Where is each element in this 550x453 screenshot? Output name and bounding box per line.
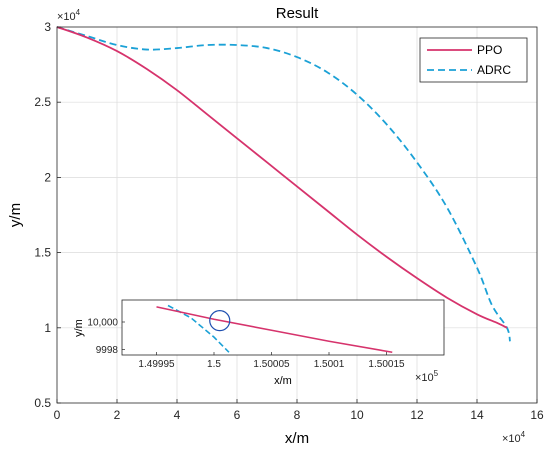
series-line-adrc (56, 26, 511, 342)
y-axis-multiplier: ×104 (57, 8, 81, 23)
series-layer (56, 26, 511, 342)
legend-label-adrc: ADRC (477, 63, 511, 77)
y-tick-label: 3 (44, 20, 51, 34)
inset-y-axis-title: y/m (73, 319, 85, 337)
x-tick-label: 6 (234, 408, 241, 422)
inset-y-tick-label: 9998 (96, 345, 119, 356)
y-tick-label: 0.5 (34, 396, 51, 410)
inset-x-axis-multiplier: ×105 (415, 369, 439, 384)
series-line-ppo (56, 26, 508, 329)
y-tick-label: 1 (44, 321, 51, 335)
inset-series-line-ppo (156, 306, 393, 354)
inset-x-tick-label: 1.50005 (253, 359, 290, 370)
inset-series-layer (156, 304, 393, 354)
y-axis-title: y/m (7, 203, 24, 227)
legend: PPO ADRC (419, 37, 528, 83)
legend-label-ppo: PPO (477, 43, 502, 57)
x-tick-label: 14 (470, 408, 484, 422)
x-axis-multiplier: ×104 (502, 430, 526, 445)
x-tick-label: 8 (294, 408, 301, 422)
inset-x-tick-label: 1.5001 (314, 359, 345, 370)
inset-axes: 1.49995 1.5 1.50005 1.5001 1.50015 9998 10,00… (73, 299, 445, 387)
inset-frame (121, 299, 445, 356)
x-tick-label: 10 (350, 408, 364, 422)
legend-box (419, 37, 528, 83)
y-tick-label: 2.5 (34, 95, 51, 109)
y-tick-label: 2 (44, 170, 51, 184)
inset-y-ticks: 9998 10,000 (87, 318, 125, 356)
x-ticks: 0 2 4 6 8 10 12 14 16 (54, 399, 544, 422)
inset-x-tick-label: 1.5 (207, 359, 221, 370)
inset-plot-area (122, 300, 444, 355)
inset-x-tick-label: 1.49995 (138, 359, 175, 370)
chart-title: Result (276, 5, 319, 22)
x-tick-label: 0 (54, 408, 61, 422)
x-tick-label: 16 (530, 408, 544, 422)
inset-x-tick-label: 1.50015 (368, 359, 405, 370)
y-tick-label: 1.5 (34, 246, 51, 260)
inset-x-axis-title: x/m (274, 375, 292, 387)
y-ticks: 0.5 1 1.5 2 2.5 3 (34, 20, 61, 410)
x-tick-label: 12 (410, 408, 424, 422)
x-tick-label: 4 (174, 408, 181, 422)
inset-marker-circle (209, 310, 231, 332)
inset-y-tick-label: 10,000 (87, 318, 118, 329)
x-tick-label: 2 (114, 408, 121, 422)
inset-x-ticks: 1.49995 1.5 1.50005 1.5001 1.50015 (138, 352, 405, 370)
x-axis-title: x/m (285, 430, 309, 447)
